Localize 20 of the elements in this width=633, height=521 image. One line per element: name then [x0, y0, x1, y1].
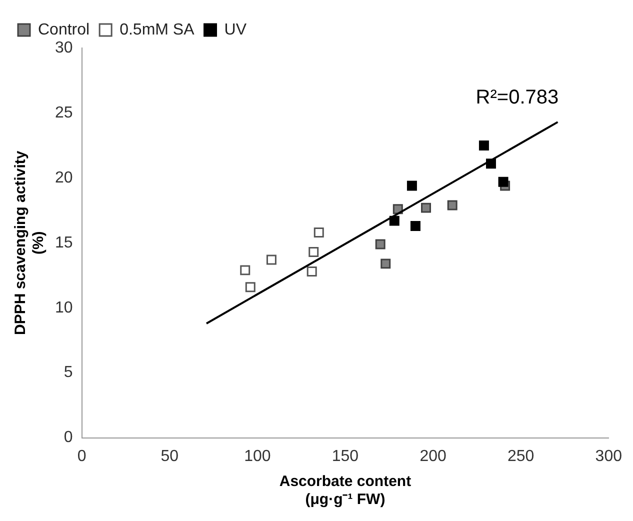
annotation: R²=0.783: [476, 86, 559, 109]
x-axis-title: Ascorbate content (μg·g⁻¹ FW): [279, 473, 412, 508]
x-tick-label: 50: [160, 448, 179, 465]
y-tick-label: 15: [55, 234, 73, 252]
y-tick-label: 5: [64, 364, 73, 382]
y-tick-label: 0: [64, 429, 73, 446]
x-tick-label: 150: [332, 448, 359, 465]
legend-label: Control: [38, 21, 90, 38]
y-tick-label: 25: [55, 104, 73, 122]
legend-label: UV: [224, 21, 247, 38]
legend-label: 0.5mM SA: [120, 21, 195, 38]
y-tick-label: 20: [55, 169, 73, 186]
x-tick-label: 100: [244, 448, 271, 465]
x-tick-label: 200: [420, 448, 446, 465]
y-tick-label: 30: [55, 39, 73, 56]
x-tick-label: 250: [507, 448, 534, 465]
x-tick-label: 300: [595, 448, 622, 465]
y-axis-title: DPPH scavenging activity (%): [12, 150, 48, 336]
y-tick-label: 10: [55, 299, 73, 316]
x-tick-label: 0: [77, 448, 86, 465]
